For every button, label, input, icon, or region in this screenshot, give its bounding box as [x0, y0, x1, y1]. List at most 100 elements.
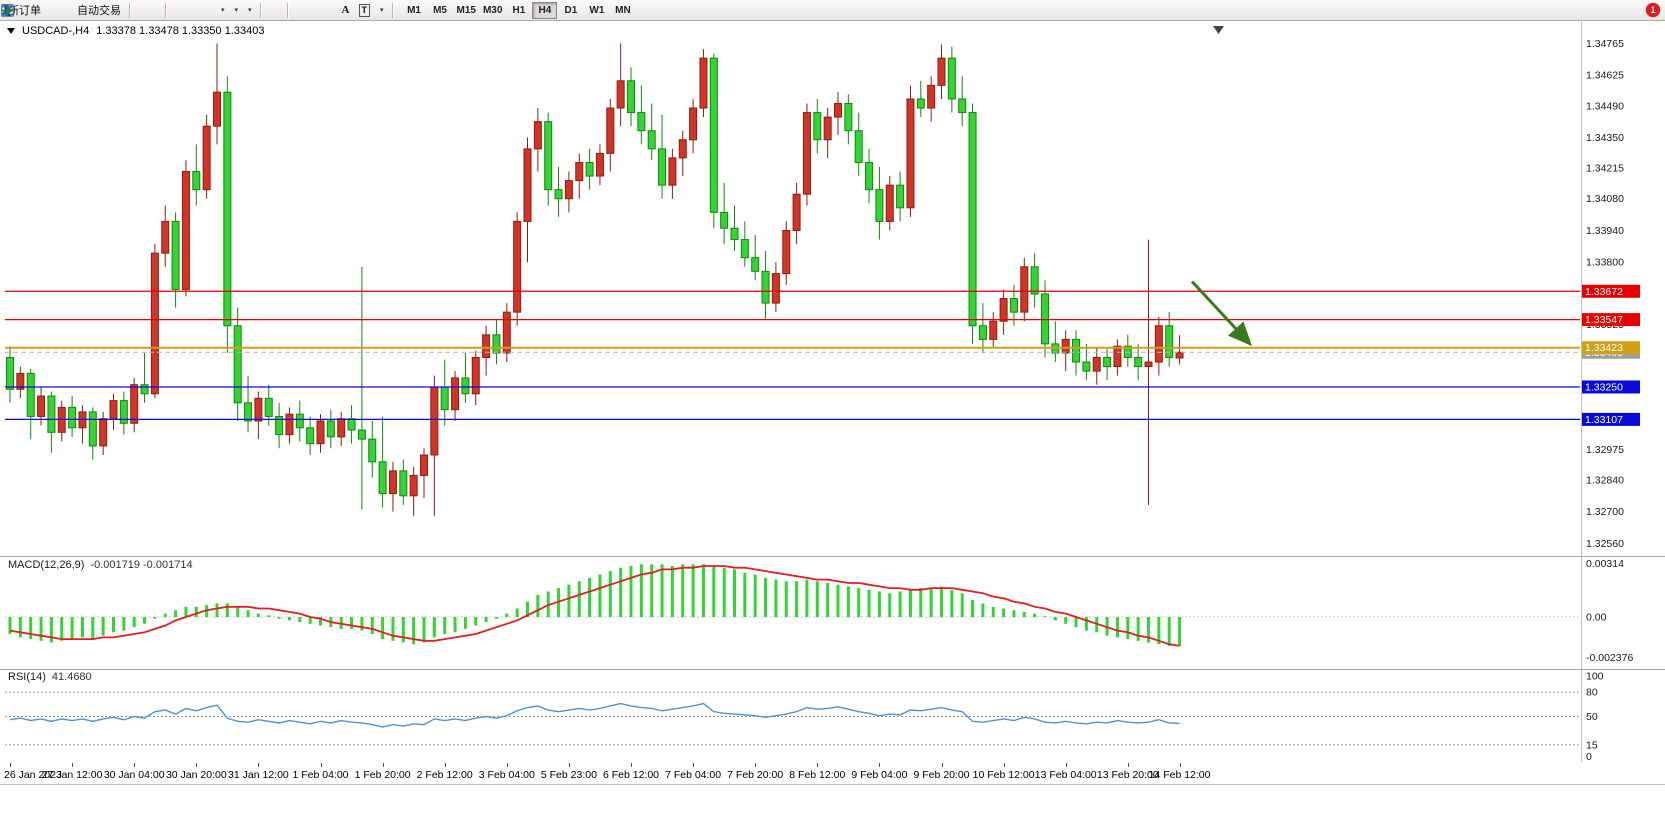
price-marker-label: 1.33250: [1585, 381, 1623, 393]
price-marker-label: 1.33547: [1585, 314, 1623, 326]
macd-histogram: [8, 564, 1182, 646]
rsi-axis-label: 0: [1586, 751, 1592, 762]
time-axis-label: 10 Feb 12:00: [972, 769, 1035, 781]
macd-panel-surface[interactable]: 0.00314 0.00 -0.002376: [0, 557, 1665, 669]
price-marker-box: [1582, 380, 1640, 394]
time-axis-label: 31 Jan 12:00: [228, 769, 289, 781]
toolbar-separator: [259, 2, 262, 18]
time-axis[interactable]: 26 Jan 2023 27 Jan 12:00 30 Jan 04:00 30 Ja…: [0, 762, 1665, 784]
timeframe-button-d1[interactable]: D1: [558, 2, 583, 19]
add-indicator-button[interactable]: ▾: [2, 1, 229, 20]
timeframe-button-mn[interactable]: MN: [610, 2, 635, 19]
time-tick: [1065, 763, 1067, 767]
text-label-icon: T: [358, 3, 370, 17]
crosshair-tool-button[interactable]: [1, 1, 283, 20]
price-tick-label: 1.32560: [1586, 538, 1624, 550]
trendline-tool-button[interactable]: [2, 1, 319, 20]
time-axis-label: 2 Feb 12:00: [416, 769, 473, 781]
time-axis-label: 9 Feb 04:00: [851, 769, 908, 781]
time-axis-label: 9 Feb 20:00: [913, 769, 970, 781]
price-marker-label: 1.33107: [1585, 414, 1623, 426]
text-label-tool-button[interactable]: T: [355, 1, 375, 20]
price-tick-label: 1.32975: [1586, 444, 1624, 456]
period-clock-button[interactable]: ▾: [1, 1, 243, 20]
notification-badge[interactable]: 1: [1646, 3, 1660, 17]
time-tick: [755, 763, 757, 767]
price-marker-box: [1582, 412, 1640, 426]
time-axis-label: 30 Jan 04:00: [103, 769, 165, 781]
rsi-value: 41.4680: [51, 671, 92, 683]
toolbar-separator: [286, 2, 289, 18]
timeframe-button-m30[interactable]: M30: [480, 2, 505, 19]
time-tick: [631, 763, 632, 767]
timeframe-button-m15[interactable]: M15: [454, 2, 479, 19]
bottom-border: [0, 784, 1665, 785]
auto-trading-label: 自动交易: [77, 5, 121, 17]
price-tick-label: 1.34350: [1586, 132, 1624, 144]
time-tick: [1179, 763, 1181, 767]
dropdown-caret-icon: ▾: [380, 7, 384, 14]
time-axis-label: 5 Feb 23:00: [540, 769, 597, 781]
toolbar-separator: [165, 2, 167, 18]
data-window-button[interactable]: [1, 1, 72, 20]
bar-chart-button[interactable]: [2, 1, 143, 20]
shapes-tool-button[interactable]: ▾: [2, 1, 388, 20]
panel-splitter[interactable]: [0, 669, 1665, 670]
time-axis-label: 7 Feb 20:00: [727, 769, 784, 781]
rsi-panel-surface[interactable]: 100 80 50 150: [0, 670, 1665, 762]
rsi-axis-label: 50: [1586, 711, 1598, 723]
price-marker-label: 1.33423: [1585, 342, 1623, 354]
timeframe-button-w1[interactable]: W1: [584, 2, 609, 19]
macd-signal-line: [9, 565, 1180, 647]
tile-windows-button[interactable]: [1, 1, 197, 20]
vertical-line-tool-button[interactable]: [6, 1, 301, 20]
arrow-shape-icon: [2, 5, 14, 15]
main-chart-surface[interactable]: 1.34765 1.34625 1.34490 1.34350 1.34215 1.340…: [0, 21, 1665, 556]
candles[interactable]: [6, 43, 1184, 517]
price-tick-label: 1.32840: [1586, 474, 1624, 486]
text-tool-icon: A: [341, 4, 350, 16]
zoom-out-button[interactable]: [1, 1, 188, 20]
time-tick: [258, 763, 260, 767]
right-shift-marker[interactable]: [1213, 26, 1224, 34]
fibonacci-tool-button[interactable]: [1, 1, 337, 20]
channel-tool-button[interactable]: [1, 1, 328, 20]
timeframe-button-m5[interactable]: M5: [428, 2, 453, 19]
time-axis-label: 27 Jan 12:00: [41, 769, 103, 781]
horizontal-line-tool-button[interactable]: [1, 1, 310, 20]
line-chart-button[interactable]: [1, 1, 161, 20]
candlestick-chart-button[interactable]: [2, 1, 152, 20]
chart-ohlc-values: 1.33378 1.33478 1.33350 1.33403: [96, 25, 265, 37]
time-tick: [568, 763, 570, 767]
market-watch-button[interactable]: [1, 1, 54, 20]
arrow-annotation[interactable]: [1190, 280, 1253, 347]
timeframe-button-h4[interactable]: H4: [532, 1, 558, 19]
time-tick: [72, 763, 74, 767]
time-tick: [382, 763, 384, 767]
timeframe-button-h1[interactable]: H1: [506, 2, 531, 19]
arrange-windows-button[interactable]: [1, 1, 215, 20]
time-axis-label: 3 Feb 04:00: [478, 769, 535, 781]
text-tool-button[interactable]: A: [338, 1, 354, 20]
price-tick-label: 1.34625: [1586, 70, 1624, 82]
time-tick: [134, 763, 136, 767]
zoom-in-button[interactable]: [1, 1, 179, 20]
price-axis[interactable]: 1.34765 1.34625 1.34490 1.34350 1.34215 1.340…: [1582, 38, 1640, 550]
rsi-line: [9, 702, 1180, 728]
auto-trading-button[interactable]: 自动交易: [2, 1, 125, 20]
cursor-tool-button[interactable]: [4, 1, 274, 20]
toolbar: 新订单 自动交易: [0, 0, 1665, 21]
cascade-windows-button[interactable]: [1, 1, 206, 20]
time-axis-label: 26 Jan 2023: [4, 769, 62, 781]
symbol-marker-icon[interactable]: [7, 28, 15, 34]
price-axis-divider: [1581, 21, 1582, 784]
terminal-window-button[interactable]: [1, 1, 63, 20]
macd-axis-label: 0.00314: [1586, 558, 1624, 570]
price-tick-label: 1.34080: [1586, 193, 1624, 205]
price-tick-label: 1.34490: [1586, 100, 1624, 112]
timeframe-toolbar: M1 M5 M15 M30 H1 H4 D1 W1 MN: [402, 1, 636, 19]
timeframe-button-m1[interactable]: M1: [402, 2, 427, 19]
price-marker-label: 1.33672: [1585, 286, 1623, 298]
template-button[interactable]: ▾: [1, 1, 256, 20]
panel-splitter[interactable]: [0, 556, 1665, 557]
